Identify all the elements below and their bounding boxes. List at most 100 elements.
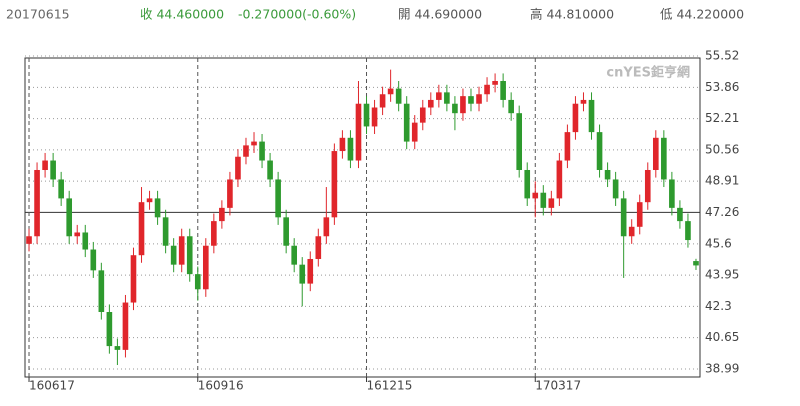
candle-body <box>74 232 81 237</box>
watermark: cnYES鉅亨網 <box>606 65 690 81</box>
candle-body <box>114 346 121 350</box>
y-tick-label: 45.6 <box>705 236 732 250</box>
candle-body <box>580 99 587 104</box>
candle-body <box>130 255 137 303</box>
candle-body <box>508 99 514 114</box>
candle-body <box>82 232 89 250</box>
header-high: 高 44.810000 <box>530 7 614 22</box>
candle-body <box>620 198 627 237</box>
candle-body <box>339 137 346 152</box>
candle-body <box>363 103 370 127</box>
candle-body <box>371 107 378 127</box>
candle-body <box>106 312 113 347</box>
y-tick-label: 55.52 <box>705 49 739 63</box>
candle-body <box>291 245 298 265</box>
candle-body <box>444 92 450 104</box>
candle-body <box>548 198 555 208</box>
candle-body <box>419 107 426 123</box>
candle-body <box>34 169 40 237</box>
candle-body <box>122 302 129 350</box>
candle-body <box>283 217 289 246</box>
candle-body <box>58 179 64 199</box>
candle-body <box>612 179 619 199</box>
candle-body <box>259 141 265 161</box>
candle-body <box>355 103 362 161</box>
candle-body <box>42 160 48 170</box>
candle-body <box>211 221 217 246</box>
header-date: 20170615 <box>6 7 70 22</box>
candle-body <box>267 160 273 180</box>
y-tick-label: 40.65 <box>705 330 739 344</box>
header-close: 收 44.460000 <box>140 7 224 22</box>
candle-body <box>347 137 354 161</box>
candle-body <box>564 132 571 161</box>
candle-body <box>661 137 667 180</box>
candle-body <box>411 122 418 142</box>
candle-body <box>154 198 161 218</box>
candle-body <box>162 217 169 246</box>
x-tick-label: 170317 <box>535 379 581 393</box>
candle-body <box>652 137 659 170</box>
candle-body <box>90 249 97 271</box>
candle-body <box>460 96 466 114</box>
candle-body <box>138 202 145 256</box>
candle-body <box>202 245 209 290</box>
y-tick-label: 47.26 <box>705 205 739 219</box>
candle-body <box>66 198 73 237</box>
candle-body <box>500 80 506 100</box>
candle-body <box>693 261 699 266</box>
x-tick-label: 161215 <box>367 379 413 393</box>
y-tick-label: 42.3 <box>705 299 732 313</box>
candle-body <box>243 145 249 157</box>
candle-body <box>178 236 185 265</box>
candle-body <box>331 151 338 218</box>
candle-body <box>516 113 523 170</box>
candle-body <box>307 258 314 284</box>
candle-body <box>572 103 579 133</box>
candle-body <box>636 202 643 227</box>
candle-body <box>588 99 595 133</box>
candle-body <box>323 217 330 237</box>
candle-body <box>194 274 201 290</box>
y-tick-label: 43.95 <box>705 268 739 282</box>
candle-body <box>251 141 257 146</box>
y-tick-label: 53.86 <box>705 80 739 94</box>
candle-body <box>315 236 322 259</box>
candle-body <box>476 94 482 104</box>
candle-body <box>596 132 603 170</box>
candle-body <box>299 264 306 284</box>
candle-body <box>26 236 32 244</box>
candle-body <box>532 192 539 199</box>
candle-body <box>98 270 105 313</box>
candle-body <box>556 160 563 199</box>
candle-body <box>219 207 225 222</box>
candle-body <box>452 103 458 114</box>
candle-body <box>387 88 394 95</box>
candle-body <box>427 99 434 108</box>
y-tick-label: 38.99 <box>705 362 739 376</box>
header-change: -0.270000(-0.60%) <box>238 7 356 22</box>
candle-body <box>50 160 56 180</box>
candle-body <box>436 92 442 100</box>
candle-body <box>492 80 498 85</box>
candle-body <box>484 84 490 95</box>
candle-body <box>644 169 651 203</box>
candle-body <box>677 207 683 222</box>
candle-body <box>227 179 233 208</box>
candle-body <box>146 198 153 203</box>
x-tick-label: 160617 <box>29 379 75 393</box>
candle-body <box>524 169 531 199</box>
candle-body <box>170 245 177 265</box>
candle-body <box>685 221 691 241</box>
candle-body <box>628 226 635 237</box>
candle-body <box>395 88 402 104</box>
candle-body <box>604 169 611 180</box>
x-tick-label: 160916 <box>198 379 244 393</box>
candle-body <box>379 94 386 108</box>
candle-body <box>275 179 281 218</box>
header-low: 低 44.220000 <box>660 7 744 22</box>
candle-body <box>468 96 474 104</box>
candle-body <box>235 156 241 180</box>
candle-body <box>403 103 410 142</box>
